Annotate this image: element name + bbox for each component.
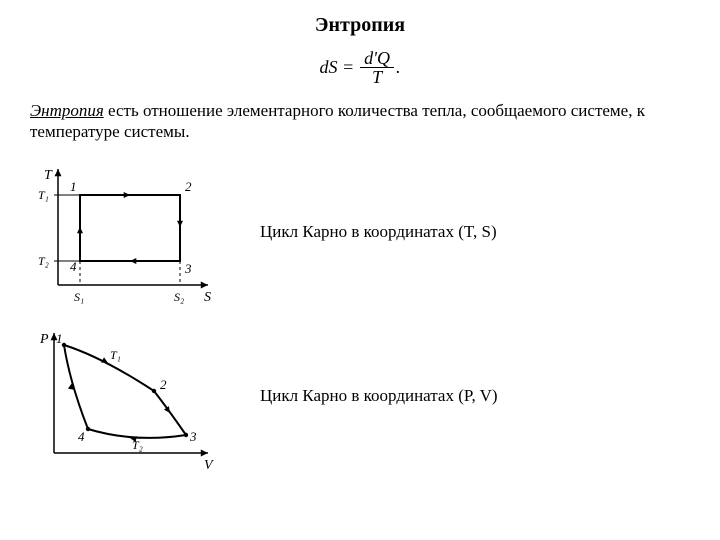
pv-caption: Цикл Карно в координатах (P, V): [260, 386, 498, 406]
svg-text:T: T: [44, 168, 53, 183]
svg-text:1: 1: [70, 179, 77, 194]
svg-text:V: V: [204, 458, 214, 471]
ts-block: S T 1 2 3 4 T₁ T₂ S₁ S₂ Цикл Карно в координатах …: [30, 157, 690, 307]
svg-text:S: S: [204, 290, 211, 305]
ts-diagram: S T 1 2 3 4 T₁ T₂ S₁ S₂: [30, 157, 220, 307]
svg-text:2: 2: [160, 377, 167, 392]
entropy-formula: dS = d'Q T .: [30, 49, 690, 86]
svg-text:S₁: S₁: [74, 290, 84, 304]
formula-numerator: d'Q: [360, 49, 394, 68]
svg-text:S₂: S₂: [174, 290, 184, 304]
formula-fraction: d'Q T: [360, 49, 394, 86]
ts-caption: Цикл Карно в координатах (T, S): [260, 222, 497, 242]
formula-lhs: dS =: [319, 57, 354, 78]
svg-text:T₂: T₂: [38, 254, 49, 268]
formula-dot: .: [396, 57, 401, 78]
page-title: Энтропия: [30, 14, 690, 37]
svg-text:2: 2: [185, 179, 192, 194]
formula-denominator: T: [368, 68, 386, 86]
svg-text:4: 4: [70, 259, 77, 274]
svg-text:3: 3: [189, 429, 197, 444]
definition-rest: есть отношение элементарного количества …: [30, 101, 645, 141]
pv-diagram: V P1 2 3 4 T₁ T₂: [30, 321, 220, 471]
svg-text:4: 4: [78, 429, 85, 444]
page: { "title": "Энтропия", "formula": { "lhs…: [0, 0, 720, 540]
svg-text:1: 1: [56, 331, 63, 346]
entropy-definition: Энтропия есть отношение элементарного ко…: [30, 100, 690, 143]
pv-block: V P1 2 3 4 T₁ T₂ Цикл Карно в координатах (P, …: [30, 321, 690, 471]
svg-text:3: 3: [184, 261, 192, 276]
definition-term: Энтропия: [30, 101, 104, 120]
svg-text:P: P: [39, 332, 49, 347]
svg-text:T₂: T₂: [132, 438, 143, 452]
svg-text:T₁: T₁: [38, 188, 49, 202]
svg-text:T₁: T₁: [110, 348, 121, 362]
